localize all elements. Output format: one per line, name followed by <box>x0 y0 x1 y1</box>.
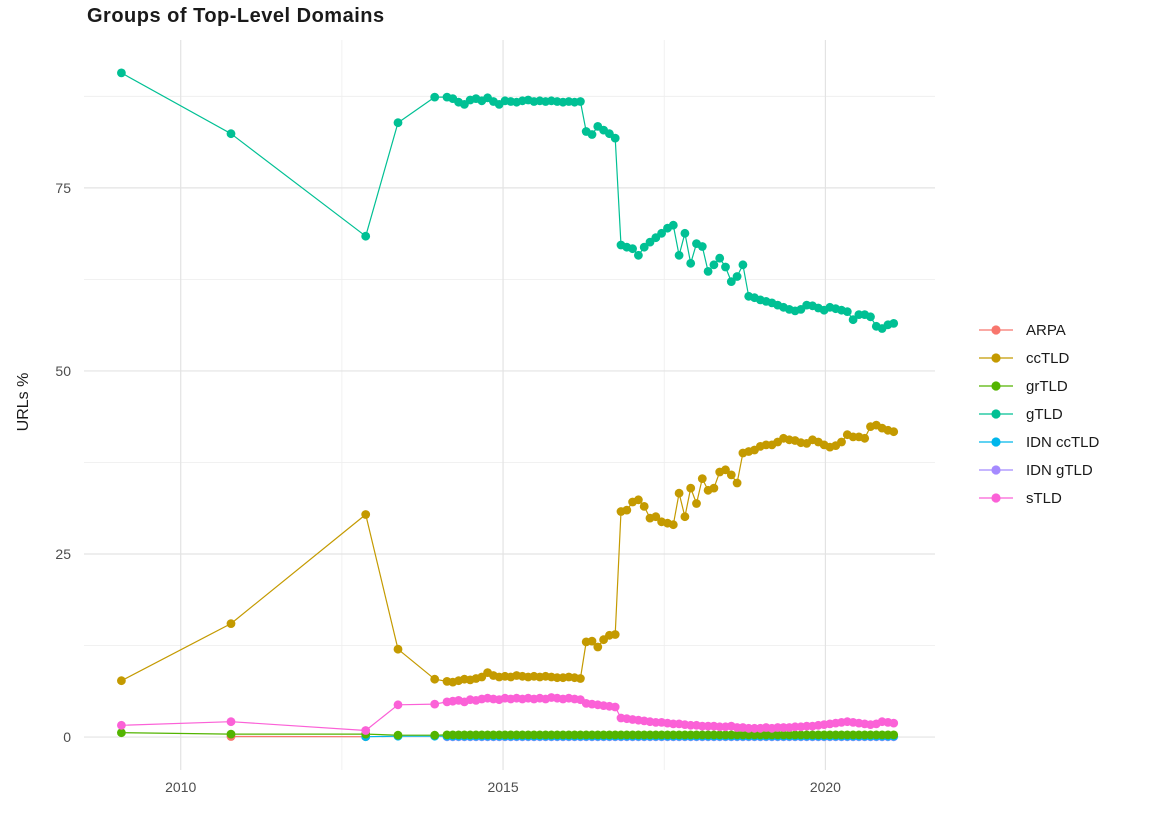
x-tick-label: 2020 <box>810 779 841 795</box>
legend-item-sTLD: sTLD <box>978 489 1099 507</box>
legend-item-IDN-gTLD: IDN gTLD <box>978 461 1099 479</box>
x-tick-label: 2010 <box>165 779 196 795</box>
series-grTLD <box>117 728 899 740</box>
legend-key-icon <box>979 353 1013 363</box>
legend-item-label: ARPA <box>1026 321 1066 339</box>
gridlines-minor <box>84 40 935 770</box>
legend: ARPA ccTLD grTLD gTLD IDN ccTLD IDN gTLD sTLD <box>978 322 1099 518</box>
y-tick-label: 0 <box>63 729 71 745</box>
legend-item-label: IDN ccTLD <box>1026 433 1100 451</box>
x-tick-label: 2015 <box>487 779 518 795</box>
legend-key-icon <box>979 409 1013 419</box>
legend-key-icon <box>979 381 1013 391</box>
legend-item-ccTLD: ccTLD <box>978 349 1099 367</box>
series-gTLD <box>117 68 899 333</box>
legend-key-icon <box>979 437 1013 447</box>
legend-item-IDN-ccTLD: IDN ccTLD <box>978 433 1100 451</box>
y-tick-label: 25 <box>55 546 71 562</box>
legend-item-label: ccTLD <box>1026 349 1070 367</box>
legend-item-label: IDN gTLD <box>1026 461 1093 479</box>
legend-item-label: grTLD <box>1026 377 1068 395</box>
legend-item-ARPA: ARPA <box>978 321 1099 339</box>
y-tick-label: 75 <box>55 180 71 196</box>
series-ARPA <box>226 732 371 742</box>
chart-title: Groups of Top-Level Domains <box>87 5 385 27</box>
legend-item-grTLD: grTLD <box>978 377 1099 395</box>
gridlines-major <box>84 40 935 770</box>
legend-item-label: gTLD <box>1026 405 1063 423</box>
series-ccTLD <box>117 420 899 687</box>
legend-key-icon <box>979 465 1013 475</box>
y-tick-label: 50 <box>55 363 71 379</box>
axis-tick-labels: 0 25 50 75 2010 2015 2020 <box>55 180 841 795</box>
legend-item-label: sTLD <box>1026 489 1062 507</box>
legend-key-icon <box>979 325 1013 335</box>
legend-key-icon <box>979 493 1013 503</box>
legend-item-gTLD: gTLD <box>978 405 1099 423</box>
series-sTLD <box>117 693 899 735</box>
